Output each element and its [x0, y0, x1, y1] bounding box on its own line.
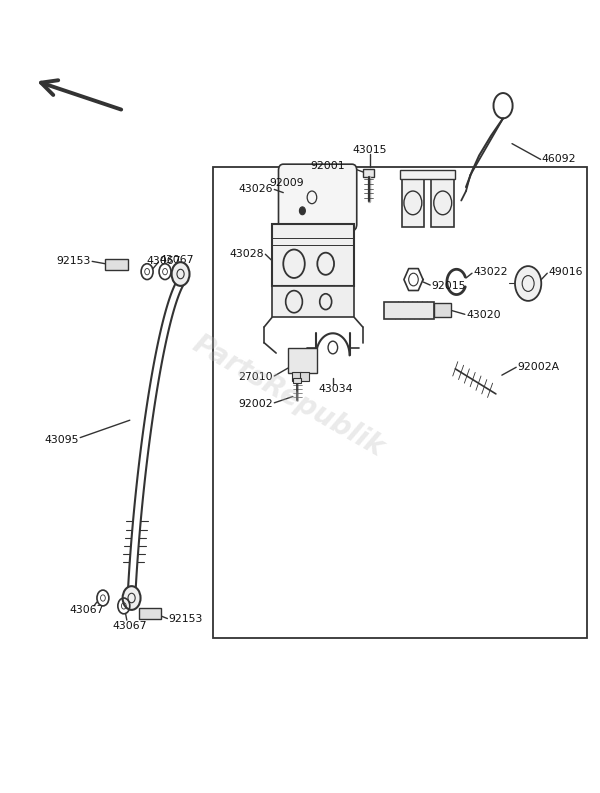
- Text: 43028: 43028: [230, 249, 264, 259]
- Bar: [139, 608, 161, 619]
- Text: 92153: 92153: [169, 615, 203, 624]
- Text: 46092: 46092: [542, 155, 577, 164]
- Text: 43067: 43067: [146, 255, 181, 266]
- Bar: [364, 169, 374, 177]
- Bar: [434, 303, 451, 317]
- FancyBboxPatch shape: [278, 164, 357, 231]
- Bar: [431, 179, 454, 227]
- Circle shape: [172, 262, 190, 285]
- Circle shape: [299, 207, 305, 215]
- Text: 92002A: 92002A: [517, 362, 560, 372]
- Text: 92015: 92015: [431, 281, 466, 291]
- Text: 43034: 43034: [319, 384, 353, 393]
- Circle shape: [515, 266, 541, 301]
- Text: PartsRepublik: PartsRepublik: [187, 330, 389, 463]
- Text: 43067: 43067: [113, 621, 147, 630]
- Bar: [300, 372, 309, 381]
- Text: 49016: 49016: [548, 266, 583, 277]
- Text: 92009: 92009: [269, 178, 304, 188]
- Bar: [106, 259, 128, 270]
- Bar: [272, 224, 355, 285]
- Circle shape: [122, 586, 140, 610]
- Text: 43015: 43015: [353, 145, 387, 155]
- Text: 92002: 92002: [239, 400, 273, 409]
- Text: 43022: 43022: [473, 266, 508, 277]
- Text: 43020: 43020: [466, 310, 500, 320]
- Bar: [272, 285, 355, 317]
- Text: 27010: 27010: [239, 372, 273, 381]
- Bar: [214, 167, 587, 638]
- Bar: [383, 301, 434, 319]
- Text: 43067: 43067: [69, 605, 103, 615]
- Bar: [400, 170, 455, 179]
- Text: 92001: 92001: [310, 161, 345, 170]
- Text: 43095: 43095: [44, 435, 79, 445]
- Bar: [292, 372, 301, 381]
- Bar: [401, 179, 424, 227]
- Bar: [293, 378, 301, 383]
- Text: 43067: 43067: [160, 255, 194, 265]
- Text: 92153: 92153: [56, 255, 91, 266]
- Bar: [288, 347, 317, 373]
- Text: 43026: 43026: [239, 185, 273, 194]
- Bar: [317, 185, 327, 191]
